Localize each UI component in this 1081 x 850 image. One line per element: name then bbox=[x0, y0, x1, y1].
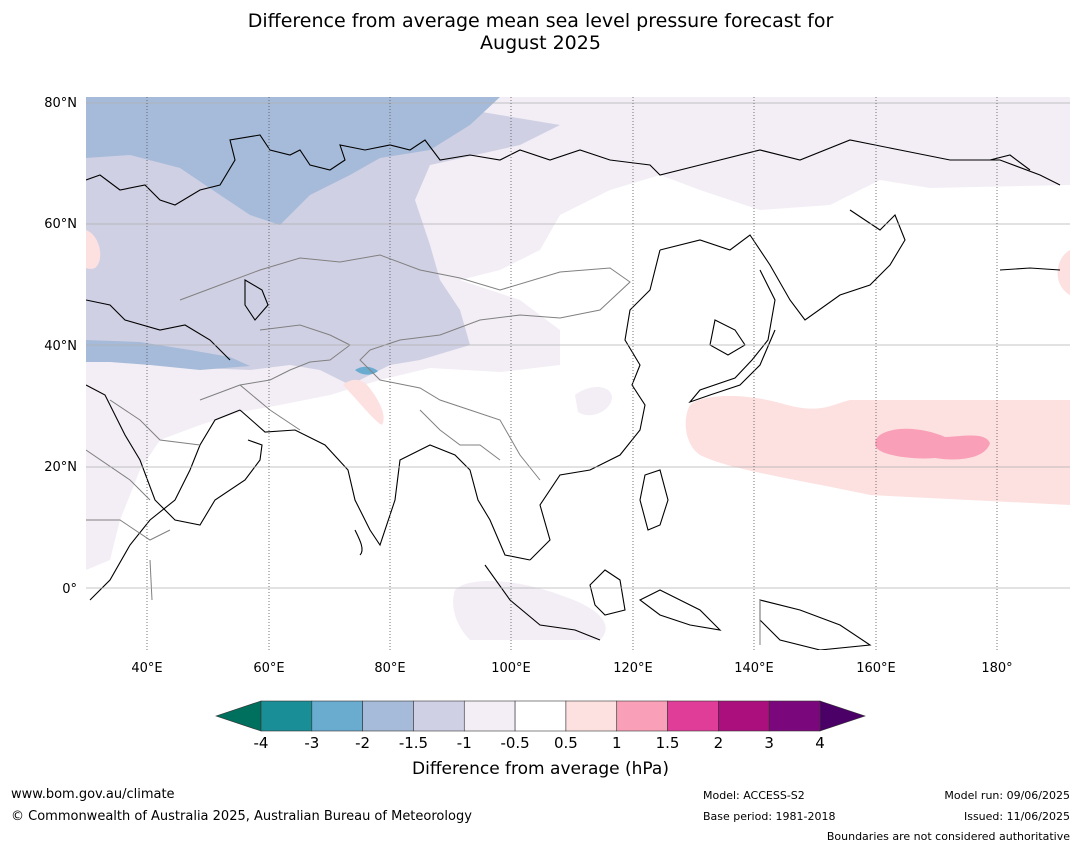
anomaly-fields bbox=[86, 97, 1070, 640]
lon-label-180: 180° bbox=[981, 661, 1012, 676]
anomaly-region-minus2-strip bbox=[86, 340, 250, 370]
colorbar-tick-label: 3 bbox=[764, 734, 774, 752]
model-text: Model: ACCESS-S2 bbox=[703, 789, 805, 802]
colorbar-segment bbox=[514, 700, 567, 732]
lat-label-20n: 20°N bbox=[44, 460, 77, 475]
colorbar-segment bbox=[362, 700, 414, 732]
anomaly-region-plus1 bbox=[875, 428, 990, 460]
lon-label-100e: 100°E bbox=[491, 661, 531, 676]
colorbar-tick-label: -1 bbox=[457, 734, 472, 752]
lat-label-80n: 80°N bbox=[44, 96, 77, 111]
coastlines bbox=[86, 134, 1061, 650]
colorbar-segment bbox=[463, 700, 516, 732]
lon-label-60e: 60°E bbox=[253, 661, 284, 676]
lat-label-60n: 60°N bbox=[44, 217, 77, 232]
copyright-text: © Commonwealth of Australia 2025, Austra… bbox=[11, 809, 472, 824]
lon-label-40e: 40°E bbox=[131, 661, 162, 676]
disclaimer-text: Boundaries are not considered authoritat… bbox=[826, 830, 1070, 843]
colorbar-segment bbox=[718, 700, 770, 732]
colorbar-tick-label: 1.5 bbox=[656, 734, 680, 752]
lon-label-80e: 80°E bbox=[374, 661, 405, 676]
colorbar-tick-label: -4 bbox=[254, 734, 269, 752]
colorbar-tick-label: -2 bbox=[355, 734, 370, 752]
lat-label-40n: 40°N bbox=[44, 339, 77, 354]
lon-label-160e: 160°E bbox=[856, 661, 896, 676]
lat-label-0: 0° bbox=[62, 582, 77, 597]
website-link[interactable]: www.bom.gov.au/climate bbox=[11, 787, 175, 802]
anomaly-region-plus0-5-pacific bbox=[685, 396, 1070, 505]
anomaly-region-minus1-south bbox=[453, 580, 606, 640]
colorbar-segment bbox=[413, 700, 465, 732]
map-panel bbox=[86, 97, 1070, 650]
anomaly-region-plus0-5-west bbox=[86, 230, 101, 269]
anomaly-region-plus0-5-east bbox=[1057, 250, 1070, 295]
title-line-2: August 2025 bbox=[480, 32, 601, 54]
country-borders bbox=[86, 254, 761, 645]
lat-axis-labels: 80°N 60°N 40°N 20°N 0° bbox=[44, 96, 77, 597]
issued-text: Issued: 11/06/2025 bbox=[963, 810, 1070, 823]
colorbar-segment bbox=[565, 700, 618, 732]
lon-label-140e: 140°E bbox=[734, 661, 774, 676]
colorbar-segment bbox=[260, 700, 313, 732]
lat-gridlines bbox=[86, 102, 1070, 589]
colorbar-tick-label: 1 bbox=[612, 734, 622, 752]
map-title: Difference from average mean sea level p… bbox=[0, 10, 1081, 54]
colorbar-label: Difference from average (hPa) bbox=[412, 759, 669, 779]
colorbar-under-arrow bbox=[215, 700, 262, 732]
colorbar-segment bbox=[311, 700, 363, 732]
colorbar-tick-label: 2 bbox=[714, 734, 724, 752]
colorbar-segments bbox=[260, 700, 821, 732]
title-line-1: Difference from average mean sea level p… bbox=[247, 10, 834, 32]
lon-gridlines bbox=[146, 97, 998, 650]
anomaly-region-minus2 bbox=[86, 97, 500, 225]
colorbar-segment bbox=[616, 700, 668, 732]
model-run-text: Model run: 09/06/2025 bbox=[944, 789, 1070, 802]
colorbar: -4 -3 -2 -1.5 -1 -0.5 0.5 1 1.5 2 3 4 bbox=[215, 700, 866, 752]
colorbar-tick-label: -0.5 bbox=[500, 734, 529, 752]
colorbar-over-arrow bbox=[819, 700, 866, 732]
colorbar-tick-label: 4 bbox=[815, 734, 825, 752]
colorbar-segment bbox=[768, 700, 821, 732]
lon-label-120e: 120°E bbox=[613, 661, 653, 676]
colorbar-tick-label: -1.5 bbox=[399, 734, 428, 752]
colorbar-tick-label: 0.5 bbox=[554, 734, 578, 752]
anomaly-region-plus0-5-himalaya bbox=[343, 379, 384, 425]
colorbar-ticks: -4 -3 -2 -1.5 -1 -0.5 0.5 1 1.5 2 3 4 bbox=[254, 734, 825, 752]
anomaly-region-minus1-china bbox=[575, 387, 612, 416]
lon-axis-labels: 40°E 60°E 80°E 100°E 120°E 140°E 160°E 1… bbox=[131, 661, 1012, 676]
colorbar-tick-label: -3 bbox=[304, 734, 319, 752]
base-period-text: Base period: 1981-2018 bbox=[703, 810, 836, 823]
colorbar-segment bbox=[667, 700, 719, 732]
